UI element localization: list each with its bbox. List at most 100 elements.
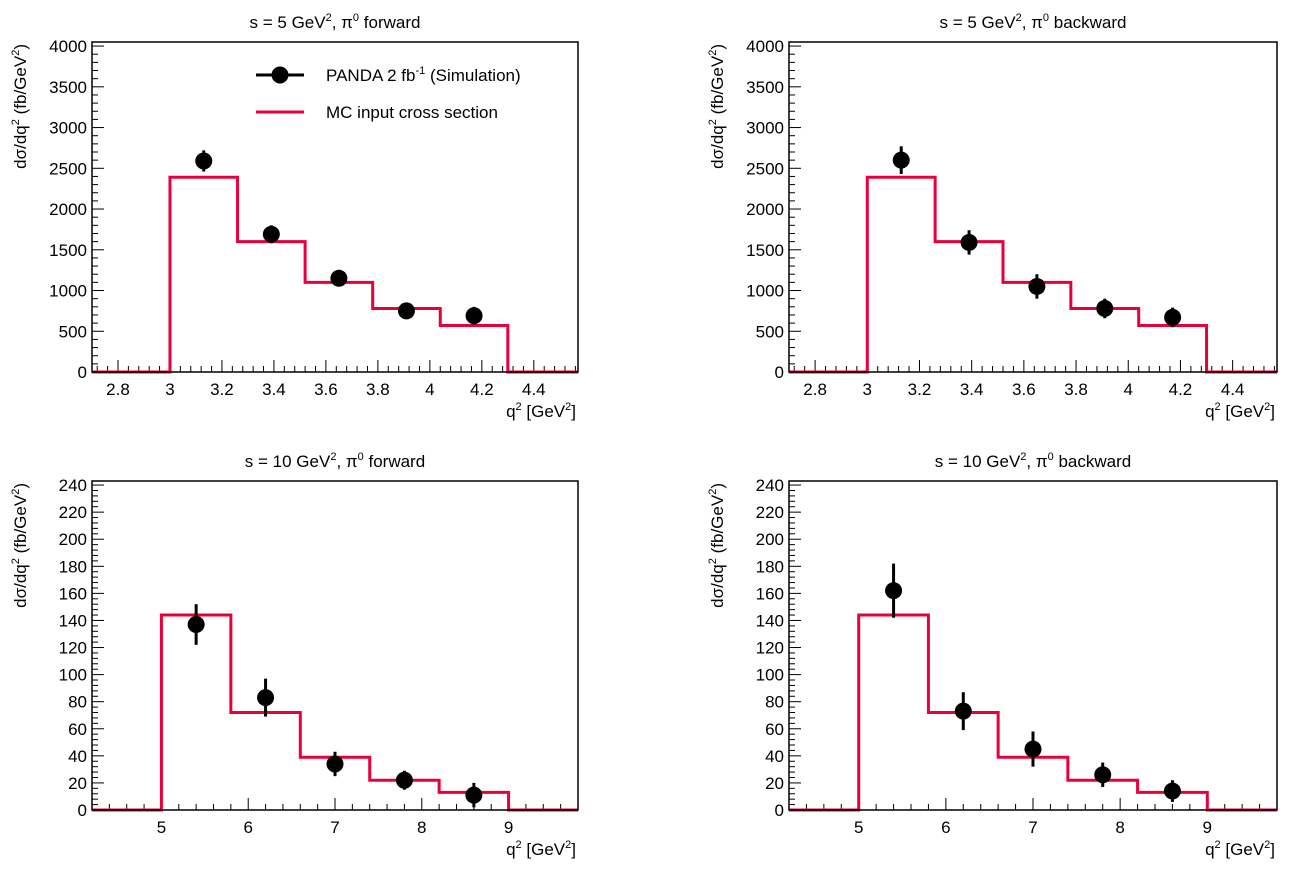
x-axis-label-sup2: 2 — [1264, 401, 1270, 413]
y-tick-label: 3500 — [49, 78, 87, 97]
x-tick-label: 2.8 — [106, 380, 130, 399]
x-tick-label: 3.2 — [908, 380, 932, 399]
x-tick-label: 3 — [165, 380, 174, 399]
y-axis-label-post: ) — [708, 483, 727, 489]
x-axis-label-mid: [GeV — [1221, 840, 1265, 859]
y-axis-label-pre: dσ/dq — [11, 125, 30, 169]
legend-label-mc: MC input cross section — [326, 103, 498, 122]
y-tick-label: 40 — [765, 747, 784, 766]
y-tick-label: 100 — [756, 666, 784, 685]
x-axis-label-sup1: 2 — [516, 401, 522, 413]
y-axis-label-sup2: 2 — [707, 50, 719, 56]
x-tick-label: 5 — [157, 818, 166, 837]
y-tick-label: 0 — [775, 801, 784, 820]
chart-title-sup1: 2 — [330, 451, 336, 463]
y-axis-label-post: ) — [11, 44, 30, 50]
mc-input-histogram — [789, 613, 1277, 812]
y-tick-label: 500 — [756, 322, 784, 341]
plot-frame — [788, 480, 1278, 811]
data-point — [195, 152, 213, 170]
x-tick-label: 9 — [504, 818, 513, 837]
x-tick-label: 3.8 — [1064, 380, 1088, 399]
data-point — [187, 616, 205, 634]
x-tick-label: 3.6 — [314, 380, 338, 399]
chart-title-pre: s = 10 GeV — [245, 452, 331, 471]
chart-title-sup1: 2 — [326, 12, 332, 24]
chart-panel-4: s = 10 GeV2, π0 backward0204060801001201… — [707, 451, 1278, 859]
x-tick-label: 3.2 — [210, 380, 234, 399]
x-axis-label-pre: q — [1205, 840, 1214, 859]
y-axis-label-sup1: 2 — [707, 119, 719, 125]
mc-input-histogram — [92, 613, 578, 812]
x-tick-label: 3.8 — [366, 380, 390, 399]
x-axis-label-pre: q — [506, 840, 515, 859]
y-axis-label-pre: dσ/dq — [708, 125, 727, 169]
x-tick-label: 8 — [1115, 818, 1124, 837]
chart-panel-1: s = 5 GeV2, π0 forward050010001500200025… — [10, 12, 579, 421]
y-tick-label: 2000 — [49, 200, 87, 219]
y-tick-label: 40 — [68, 747, 87, 766]
y-tick-label: 140 — [59, 611, 87, 630]
x-axis-label-sup2: 2 — [565, 401, 571, 413]
mc-input-histogram — [789, 175, 1277, 374]
y-tick-label: 180 — [59, 557, 87, 576]
chart-title-sup2: 0 — [1043, 12, 1049, 24]
chart-title-pre: s = 10 GeV — [935, 452, 1021, 471]
legend-marker-simulation — [271, 66, 289, 84]
chart-title-pre: s = 5 GeV — [250, 13, 327, 32]
y-axis-label-mid: (fb/GeV — [11, 55, 30, 119]
y-tick-label: 1500 — [746, 241, 784, 260]
plot-frame — [91, 480, 579, 811]
legend-label-simulation-sup: -1 — [415, 65, 425, 77]
y-tick-label: 2500 — [49, 159, 87, 178]
chart-title: s = 10 GeV2, π0 forward — [245, 451, 425, 471]
y-tick-label: 4000 — [49, 37, 87, 56]
x-axis-label-post: ] — [1270, 402, 1275, 421]
data-point — [1163, 782, 1181, 800]
x-axis-label-pre: q — [1205, 402, 1214, 421]
y-axis-label-sup1: 2 — [10, 558, 22, 564]
chart-title: s = 5 GeV2, π0 backward — [940, 12, 1127, 32]
x-axis-label-mid: [GeV — [522, 402, 566, 421]
x-tick-label: 8 — [417, 818, 426, 837]
y-tick-label: 2000 — [746, 200, 784, 219]
x-tick-label: 4 — [425, 380, 434, 399]
y-axis-label-sup2: 2 — [10, 50, 22, 56]
y-tick-label: 140 — [756, 611, 784, 630]
y-axis-label-post: ) — [708, 44, 727, 50]
data-point — [1164, 308, 1182, 326]
y-tick-label: 0 — [78, 801, 87, 820]
y-tick-label: 1500 — [49, 241, 87, 260]
y-axis-label: dσ/dq2 (fb/GeV2) — [707, 44, 727, 169]
y-tick-label: 120 — [756, 639, 784, 658]
data-point — [1028, 277, 1046, 295]
x-axis-label-sup1: 2 — [1215, 839, 1221, 851]
y-tick-label: 240 — [756, 476, 784, 495]
x-tick-label: 3.4 — [262, 380, 286, 399]
y-axis-label-mid: (fb/GeV — [708, 55, 727, 119]
x-axis-label-mid: [GeV — [522, 840, 566, 859]
chart-title-mid: , π — [336, 452, 357, 471]
x-axis-label-post: ] — [571, 840, 576, 859]
y-tick-label: 100 — [59, 666, 87, 685]
data-point — [960, 233, 978, 251]
y-axis-label-pre: dσ/dq — [11, 564, 30, 608]
y-tick-label: 60 — [765, 720, 784, 739]
x-axis-label-post: ] — [571, 402, 576, 421]
y-tick-label: 20 — [765, 774, 784, 793]
y-tick-label: 160 — [756, 584, 784, 603]
chart-title-mid: , π — [1022, 13, 1043, 32]
x-tick-label: 6 — [941, 818, 950, 837]
x-tick-label: 7 — [1028, 818, 1037, 837]
data-point — [465, 786, 483, 804]
x-tick-label: 4.2 — [1169, 380, 1193, 399]
y-axis-label-sup1: 2 — [10, 119, 22, 125]
chart-panel-2: s = 5 GeV2, π0 backward05001000150020002… — [707, 12, 1278, 421]
x-tick-label: 4.4 — [522, 380, 546, 399]
y-axis-label-sup1: 2 — [707, 558, 719, 564]
chart-title-pre: s = 5 GeV — [940, 13, 1017, 32]
chart-title-sup1: 2 — [1020, 451, 1026, 463]
data-point — [257, 689, 275, 707]
y-tick-label: 0 — [775, 363, 784, 382]
